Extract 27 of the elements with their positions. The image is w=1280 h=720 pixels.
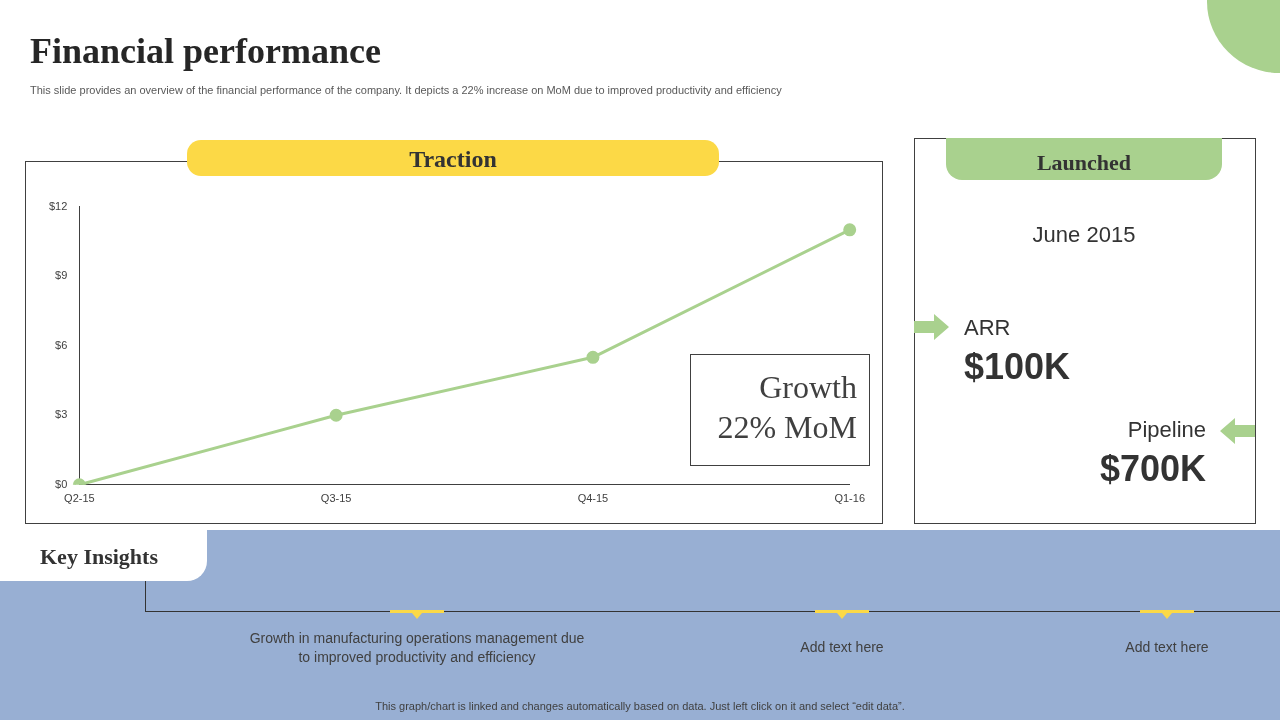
point <box>329 408 343 422</box>
chart-title: Traction <box>409 146 497 172</box>
point <box>586 350 600 364</box>
text: ARR <box>964 315 1011 340</box>
y-tick-label: $0 <box>55 477 68 490</box>
text: Add text here <box>800 639 884 655</box>
text: Launched <box>1036 150 1132 175</box>
x-tick-label: Q1-16 <box>834 492 865 505</box>
text: This slide provides an overview of the financial performance of the company. It depicts a 22% increase on MoM due to improved productivity and efficiency <box>30 84 782 96</box>
point <box>843 223 857 237</box>
y-tick-label: $3 <box>55 408 68 421</box>
text: $100K <box>964 346 1071 387</box>
y-tick-label: $6 <box>55 338 68 351</box>
text: $700K <box>1099 448 1206 489</box>
text: Pipeline <box>1127 417 1206 442</box>
text: Financial performance <box>30 31 381 71</box>
text: June 2015 <box>1032 222 1136 247</box>
y-tick-label: $9 <box>55 269 68 282</box>
x-tick-label: Q3-15 <box>320 492 352 505</box>
text: This graph/chart is linked and changes automatically based on data. Just left click on it and select “edit data”. <box>375 700 905 712</box>
text: Key Insights <box>40 544 158 569</box>
y-tick-label: $12 <box>48 199 68 212</box>
x-tick-label: Q4-15 <box>577 492 609 505</box>
text: Growth in manufacturing operations management due to improved productivity and efficiency <box>249 630 585 665</box>
annotation: Growth 22% MoM <box>717 369 857 445</box>
x-tick-label: Q2-15 <box>64 492 95 505</box>
text: Add text here <box>1125 639 1209 655</box>
